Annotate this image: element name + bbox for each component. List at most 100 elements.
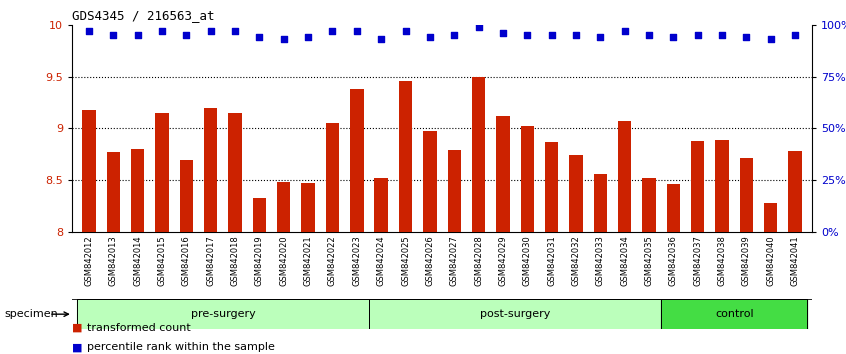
Bar xyxy=(228,113,242,232)
Point xyxy=(277,36,290,42)
Text: GSM842027: GSM842027 xyxy=(450,235,459,286)
Point xyxy=(155,28,168,34)
Bar xyxy=(716,140,728,232)
Bar xyxy=(204,108,217,232)
Bar xyxy=(423,131,437,232)
Bar xyxy=(497,116,509,232)
Text: GSM842015: GSM842015 xyxy=(157,235,167,286)
Text: GSM842031: GSM842031 xyxy=(547,235,556,286)
Point xyxy=(716,32,729,38)
Point xyxy=(667,34,680,40)
Bar xyxy=(369,299,662,329)
Bar xyxy=(764,203,777,232)
Text: GSM842038: GSM842038 xyxy=(717,235,727,286)
Point xyxy=(423,34,437,40)
Text: GSM842039: GSM842039 xyxy=(742,235,751,286)
Bar xyxy=(77,299,369,329)
Bar xyxy=(662,299,807,329)
Point xyxy=(496,30,509,36)
Text: ■: ■ xyxy=(72,342,86,352)
Point xyxy=(350,28,364,34)
Text: transformed count: transformed count xyxy=(87,323,191,333)
Text: percentile rank within the sample: percentile rank within the sample xyxy=(87,342,275,352)
Bar xyxy=(667,184,680,232)
Text: GSM842036: GSM842036 xyxy=(669,235,678,286)
Bar xyxy=(398,81,412,232)
Bar xyxy=(131,149,145,232)
Bar xyxy=(82,110,96,232)
Bar xyxy=(350,89,364,232)
Text: specimen: specimen xyxy=(4,309,58,319)
Text: GSM842023: GSM842023 xyxy=(352,235,361,286)
Text: ■: ■ xyxy=(72,323,86,333)
Bar xyxy=(301,183,315,232)
Bar xyxy=(618,121,631,232)
Text: pre-surgery: pre-surgery xyxy=(190,309,255,319)
Point xyxy=(448,32,461,38)
Point xyxy=(691,32,705,38)
Text: GDS4345 / 216563_at: GDS4345 / 216563_at xyxy=(72,9,214,22)
Point xyxy=(179,32,193,38)
Text: GSM842026: GSM842026 xyxy=(426,235,434,286)
Bar xyxy=(739,158,753,232)
Point xyxy=(739,34,753,40)
Text: GSM842032: GSM842032 xyxy=(571,235,580,286)
Bar xyxy=(472,76,486,232)
Text: GSM842016: GSM842016 xyxy=(182,235,191,286)
Bar xyxy=(253,198,266,232)
Bar xyxy=(788,151,802,232)
Text: GSM842033: GSM842033 xyxy=(596,235,605,286)
Bar xyxy=(545,142,558,232)
Text: GSM842035: GSM842035 xyxy=(645,235,653,286)
Point xyxy=(107,32,120,38)
Point xyxy=(326,28,339,34)
Bar xyxy=(448,150,461,232)
Point xyxy=(618,28,631,34)
Text: GSM842034: GSM842034 xyxy=(620,235,629,286)
Text: post-surgery: post-surgery xyxy=(480,309,550,319)
Text: GSM842014: GSM842014 xyxy=(133,235,142,286)
Bar xyxy=(520,126,534,232)
Point xyxy=(398,28,412,34)
Bar xyxy=(156,113,168,232)
Point xyxy=(228,28,242,34)
Point xyxy=(472,24,486,30)
Point xyxy=(642,32,656,38)
Bar xyxy=(691,141,705,232)
Text: GSM842037: GSM842037 xyxy=(693,235,702,286)
Point xyxy=(301,34,315,40)
Point xyxy=(82,28,96,34)
Point xyxy=(375,36,388,42)
Bar xyxy=(569,155,583,232)
Point xyxy=(788,32,802,38)
Text: GSM842029: GSM842029 xyxy=(498,235,508,286)
Point xyxy=(131,32,145,38)
Text: GSM842024: GSM842024 xyxy=(376,235,386,286)
Point xyxy=(520,32,534,38)
Bar xyxy=(277,182,290,232)
Point xyxy=(253,34,266,40)
Point xyxy=(764,36,777,42)
Text: GSM842025: GSM842025 xyxy=(401,235,410,286)
Text: GSM842020: GSM842020 xyxy=(279,235,288,286)
Point xyxy=(204,28,217,34)
Text: GSM842019: GSM842019 xyxy=(255,235,264,286)
Bar xyxy=(642,178,656,232)
Text: GSM842028: GSM842028 xyxy=(474,235,483,286)
Point xyxy=(594,34,607,40)
Bar xyxy=(375,178,387,232)
Text: GSM842041: GSM842041 xyxy=(791,235,799,286)
Text: GSM842017: GSM842017 xyxy=(206,235,215,286)
Text: control: control xyxy=(715,309,754,319)
Text: GSM842012: GSM842012 xyxy=(85,235,93,286)
Text: GSM842013: GSM842013 xyxy=(109,235,118,286)
Bar xyxy=(179,160,193,232)
Text: GSM842030: GSM842030 xyxy=(523,235,532,286)
Point xyxy=(545,32,558,38)
Text: GSM842040: GSM842040 xyxy=(766,235,775,286)
Text: GSM842018: GSM842018 xyxy=(231,235,239,286)
Text: GSM842021: GSM842021 xyxy=(304,235,313,286)
Bar xyxy=(594,174,607,232)
Bar xyxy=(107,152,120,232)
Bar xyxy=(326,123,339,232)
